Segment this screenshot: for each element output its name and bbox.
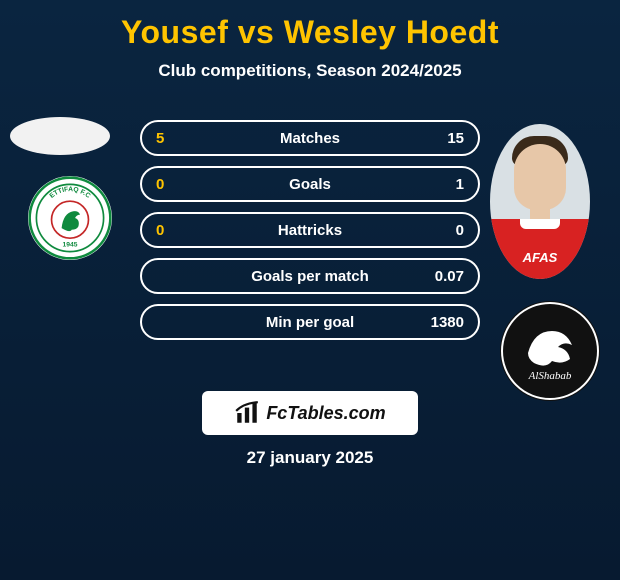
- club-badge-right: AlShabab: [500, 301, 600, 401]
- stats-table: 5 Matches 15 0 Goals 1 0 Hattricks 0 Goa…: [140, 120, 480, 350]
- stat-label: Min per goal: [206, 314, 414, 331]
- stat-right-value: 0: [414, 222, 464, 239]
- alshabab-badge-script: AlShabab: [528, 370, 572, 382]
- stat-right-value: 1: [414, 176, 464, 193]
- stat-left-value: 0: [156, 222, 206, 239]
- stat-label: Matches: [206, 130, 414, 147]
- source-branding: FcTables.com: [202, 391, 418, 435]
- stat-row: 0 Goals 1: [140, 166, 480, 202]
- stat-label: Hattricks: [206, 222, 414, 239]
- stat-left-value: 5: [156, 130, 206, 147]
- stat-row: Goals per match 0.07: [140, 258, 480, 294]
- ettifaq-badge-year: 1945: [63, 242, 78, 249]
- generation-date: 27 january 2025: [0, 448, 620, 468]
- player-right-jersey-sponsor: AFAS: [490, 250, 590, 265]
- stat-right-value: 15: [414, 130, 464, 147]
- stat-row: 5 Matches 15: [140, 120, 480, 156]
- stat-row: Min per goal 1380: [140, 304, 480, 340]
- alshabab-badge-icon: AlShabab: [500, 301, 600, 401]
- stat-left-value: 0: [156, 176, 206, 193]
- stat-right-value: 0.07: [414, 268, 464, 285]
- comparison-subtitle: Club competitions, Season 2024/2025: [0, 61, 620, 81]
- player-right-portrait: AFAS: [490, 124, 590, 279]
- club-badge-left: ETTIFAQ F.C 1945: [28, 176, 112, 260]
- stat-row: 0 Hattricks 0: [140, 212, 480, 248]
- stat-label: Goals: [206, 176, 414, 193]
- comparison-title: Yousef vs Wesley Hoedt: [0, 0, 620, 51]
- stat-label: Goals per match: [206, 268, 414, 285]
- player-right-collar: [520, 219, 560, 229]
- source-branding-label: FcTables.com: [266, 403, 385, 424]
- stat-right-value: 1380: [414, 314, 464, 331]
- bar-chart-icon: [234, 400, 260, 426]
- ettifaq-badge-icon: ETTIFAQ F.C 1945: [28, 176, 112, 260]
- player-right-face: [514, 144, 566, 210]
- player-left-silhouette: [10, 117, 110, 155]
